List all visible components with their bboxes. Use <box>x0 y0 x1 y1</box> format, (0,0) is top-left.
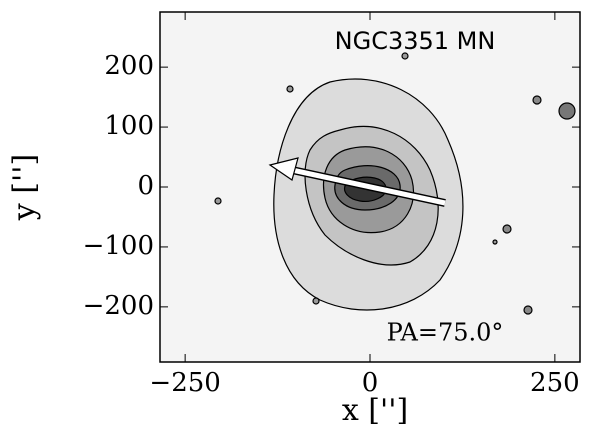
y-tick-label: 0 <box>137 171 154 201</box>
y-tick-label: 200 <box>104 51 154 81</box>
source <box>312 297 320 305</box>
source <box>492 239 498 245</box>
x-tick-label: −250 <box>149 368 220 398</box>
x-tick-label: 0 <box>362 368 379 398</box>
y-tick-label: 100 <box>104 111 154 141</box>
source <box>502 224 512 234</box>
y-tick-label: −200 <box>83 291 154 321</box>
source <box>523 305 533 315</box>
source <box>401 52 409 60</box>
chart-title: NGC3351 MN <box>335 27 496 55</box>
source <box>214 197 222 205</box>
x-axis-label: x [''] <box>342 393 408 428</box>
x-tick-label: 250 <box>530 368 580 398</box>
source <box>286 85 294 93</box>
source <box>558 102 576 120</box>
source <box>532 95 542 105</box>
y-tick-label: −100 <box>83 231 154 261</box>
annotation: PA=75.0° <box>387 319 504 347</box>
pa-arrow <box>268 157 446 207</box>
y-axis-label: y [''] <box>7 154 42 221</box>
